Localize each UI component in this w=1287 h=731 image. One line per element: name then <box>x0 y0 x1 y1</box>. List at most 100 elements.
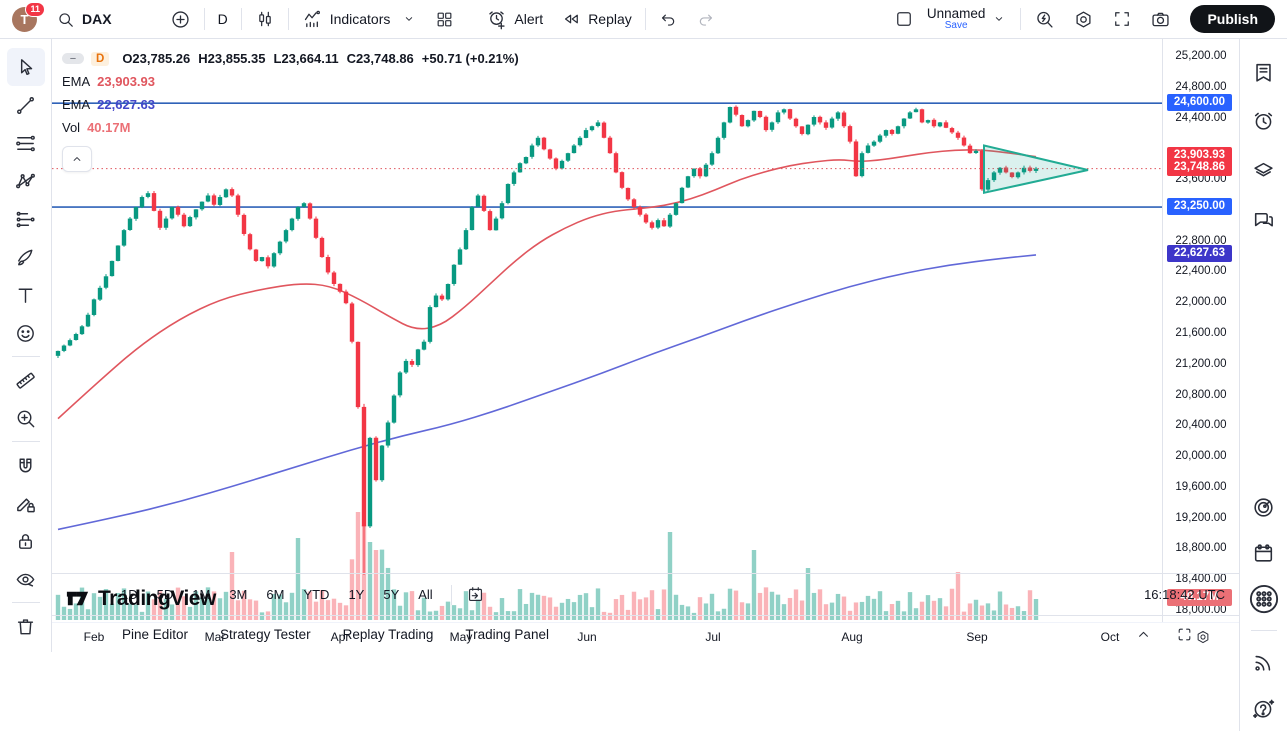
divider <box>1020 8 1022 30</box>
layout-dropdown-button[interactable] <box>989 0 1016 38</box>
layout-name-button[interactable]: Unnamed Save <box>923 6 990 32</box>
price-tick: 18,400.00 <box>1175 573 1227 586</box>
alert-button[interactable]: Alert <box>477 0 552 38</box>
ohlc-open: O23,785.26 <box>122 51 191 66</box>
indicators-icon <box>304 10 320 27</box>
replay-button[interactable]: Replay <box>552 0 641 38</box>
sidebar-calendar-button[interactable] <box>1247 536 1281 570</box>
tool-ruler[interactable] <box>7 361 45 399</box>
goto-date-button[interactable] <box>462 581 490 609</box>
time-tick-aug: Aug <box>841 630 863 644</box>
redo-button[interactable] <box>687 0 724 38</box>
tab-strategy-tester[interactable]: Strategy Tester <box>220 626 311 642</box>
tool-magnet[interactable] <box>7 446 45 484</box>
tab-trading-panel[interactable]: Trading Panel <box>465 626 549 642</box>
quick-search-button[interactable] <box>1025 0 1064 38</box>
range-1m-button[interactable]: 1M <box>187 584 215 605</box>
range-ytd-button[interactable]: YTD <box>298 584 334 605</box>
tool-brush[interactable] <box>7 238 45 276</box>
timeframe-button[interactable]: D <box>209 0 237 38</box>
price-badge-indigo: 22,627.63 <box>1167 245 1232 263</box>
range-6m-button[interactable]: 6M <box>261 584 289 605</box>
apps-menu-icon <box>1249 584 1278 614</box>
tab-replay-trading[interactable]: Replay Trading <box>342 626 434 642</box>
candlestick-chart[interactable] <box>52 39 1162 622</box>
tool-drawing-lock[interactable] <box>7 484 45 522</box>
tool-fib-retracement[interactable] <box>7 124 45 162</box>
divider <box>287 8 289 30</box>
remove-all-drawings-icon <box>17 618 34 634</box>
screenshot-button[interactable] <box>1141 0 1180 38</box>
price-tick: 22,400.00 <box>1175 265 1227 278</box>
chart-plot[interactable]: − D O23,785.26 H23,855.35 L23,664.11 C23,74… <box>52 39 1162 622</box>
axis-settings-button[interactable] <box>1195 629 1211 645</box>
divider <box>11 441 40 442</box>
sidebar-chat-button[interactable] <box>1247 202 1281 236</box>
grid-layout-button[interactable] <box>426 0 463 38</box>
tool-emoji[interactable] <box>7 314 45 352</box>
interval-badge[interactable]: D <box>91 51 110 66</box>
price-axis[interactable]: 25,200.00 24,800.00 24,400.00 23,600.00 22,8… <box>1162 39 1239 622</box>
range-1d-button[interactable]: 1D <box>116 584 143 605</box>
sidebar-alerts-button[interactable] <box>1247 104 1281 138</box>
legend-volume-row[interactable]: Vol 40.17M <box>62 116 519 139</box>
settings-button[interactable] <box>1064 0 1103 38</box>
compare-add-button[interactable] <box>161 0 200 38</box>
range-5y-button[interactable]: 5Y <box>378 584 404 605</box>
top-toolbar: T 11 DAX D Indicators Aler <box>0 0 1287 39</box>
publish-button[interactable]: Publish <box>1190 5 1275 33</box>
symbol-search-button[interactable]: DAX <box>47 0 121 38</box>
tool-zoom-in[interactable] <box>7 399 45 437</box>
alert-clock-icon <box>489 10 505 29</box>
sidebar-object-tree-button[interactable] <box>1247 153 1281 187</box>
tool-trend-line[interactable] <box>7 86 45 124</box>
zoom-in-icon <box>17 410 35 427</box>
tool-cursor[interactable] <box>6 48 45 86</box>
ema-slow-value: 22,627.63 <box>97 97 156 112</box>
price-tick: 21,200.00 <box>1175 357 1227 370</box>
indicators-button[interactable]: Indicators <box>293 0 400 38</box>
fib-retracement-icon <box>16 135 35 151</box>
panel-maximize-button[interactable] <box>1176 626 1193 643</box>
chart-region: − D O23,785.26 H23,855.35 L23,664.11 C23,74… <box>52 39 1239 652</box>
grid-icon <box>437 12 452 26</box>
divider <box>11 356 40 357</box>
range-1y-button[interactable]: 1Y <box>343 584 369 605</box>
tool-remove-all-drawings[interactable] <box>7 607 45 645</box>
hide-series-button[interactable]: − <box>62 53 84 64</box>
main-area: − D O23,785.26 H23,855.35 L23,664.11 C23,74… <box>0 39 1239 731</box>
legend-ema-slow-row[interactable]: EMA 22,627.63 <box>62 93 519 116</box>
time-tick-apr: Apr <box>330 630 350 644</box>
fullscreen-icon <box>1115 12 1130 26</box>
pennant-drawing[interactable] <box>983 144 1089 195</box>
fullscreen-button[interactable] <box>1103 0 1141 38</box>
tool-forecast[interactable] <box>7 200 45 238</box>
time-axis[interactable]: Feb Mar Apr May Jun Jul Aug Sep Oct <box>52 622 1239 652</box>
range-all-button[interactable]: All <box>413 584 437 605</box>
chevron-up-icon <box>1139 631 1148 637</box>
undo-button[interactable] <box>650 0 687 38</box>
legend-collapse-button[interactable] <box>62 146 92 172</box>
clock[interactable]: 16:18:42 UTC <box>1144 587 1225 602</box>
sidebar-signal-button[interactable] <box>1247 645 1281 679</box>
tool-text[interactable] <box>7 276 45 314</box>
range-3m-button[interactable]: 3M <box>224 584 252 605</box>
sidebar-watchlist-button[interactable] <box>1247 55 1281 89</box>
alerts-icon <box>1254 112 1273 130</box>
sidebar-help-button[interactable] <box>1247 691 1281 725</box>
tool-xabcd-pattern[interactable] <box>7 162 45 200</box>
panel-expand-button[interactable] <box>1135 626 1152 643</box>
layout-rect-icon <box>897 12 911 26</box>
layout-type-button[interactable] <box>885 0 923 38</box>
sidebar-hotlists-button[interactable] <box>1247 490 1281 524</box>
chart-style-button[interactable] <box>246 0 284 38</box>
legend-ema-fast-row[interactable]: EMA 23,903.93 <box>62 70 519 93</box>
watermark-text: TradingView <box>98 586 216 610</box>
tab-pine-editor[interactable]: Pine Editor <box>122 626 189 642</box>
sidebar-apps-menu-button[interactable] <box>1247 582 1281 616</box>
range-5d-button[interactable]: 5D <box>152 584 179 605</box>
avatar[interactable]: T 11 <box>12 1 45 32</box>
tool-lock-all-drawings[interactable] <box>7 522 45 560</box>
tool-hide-all-drawings[interactable] <box>7 560 45 598</box>
indicator-templates-button[interactable] <box>399 0 426 38</box>
